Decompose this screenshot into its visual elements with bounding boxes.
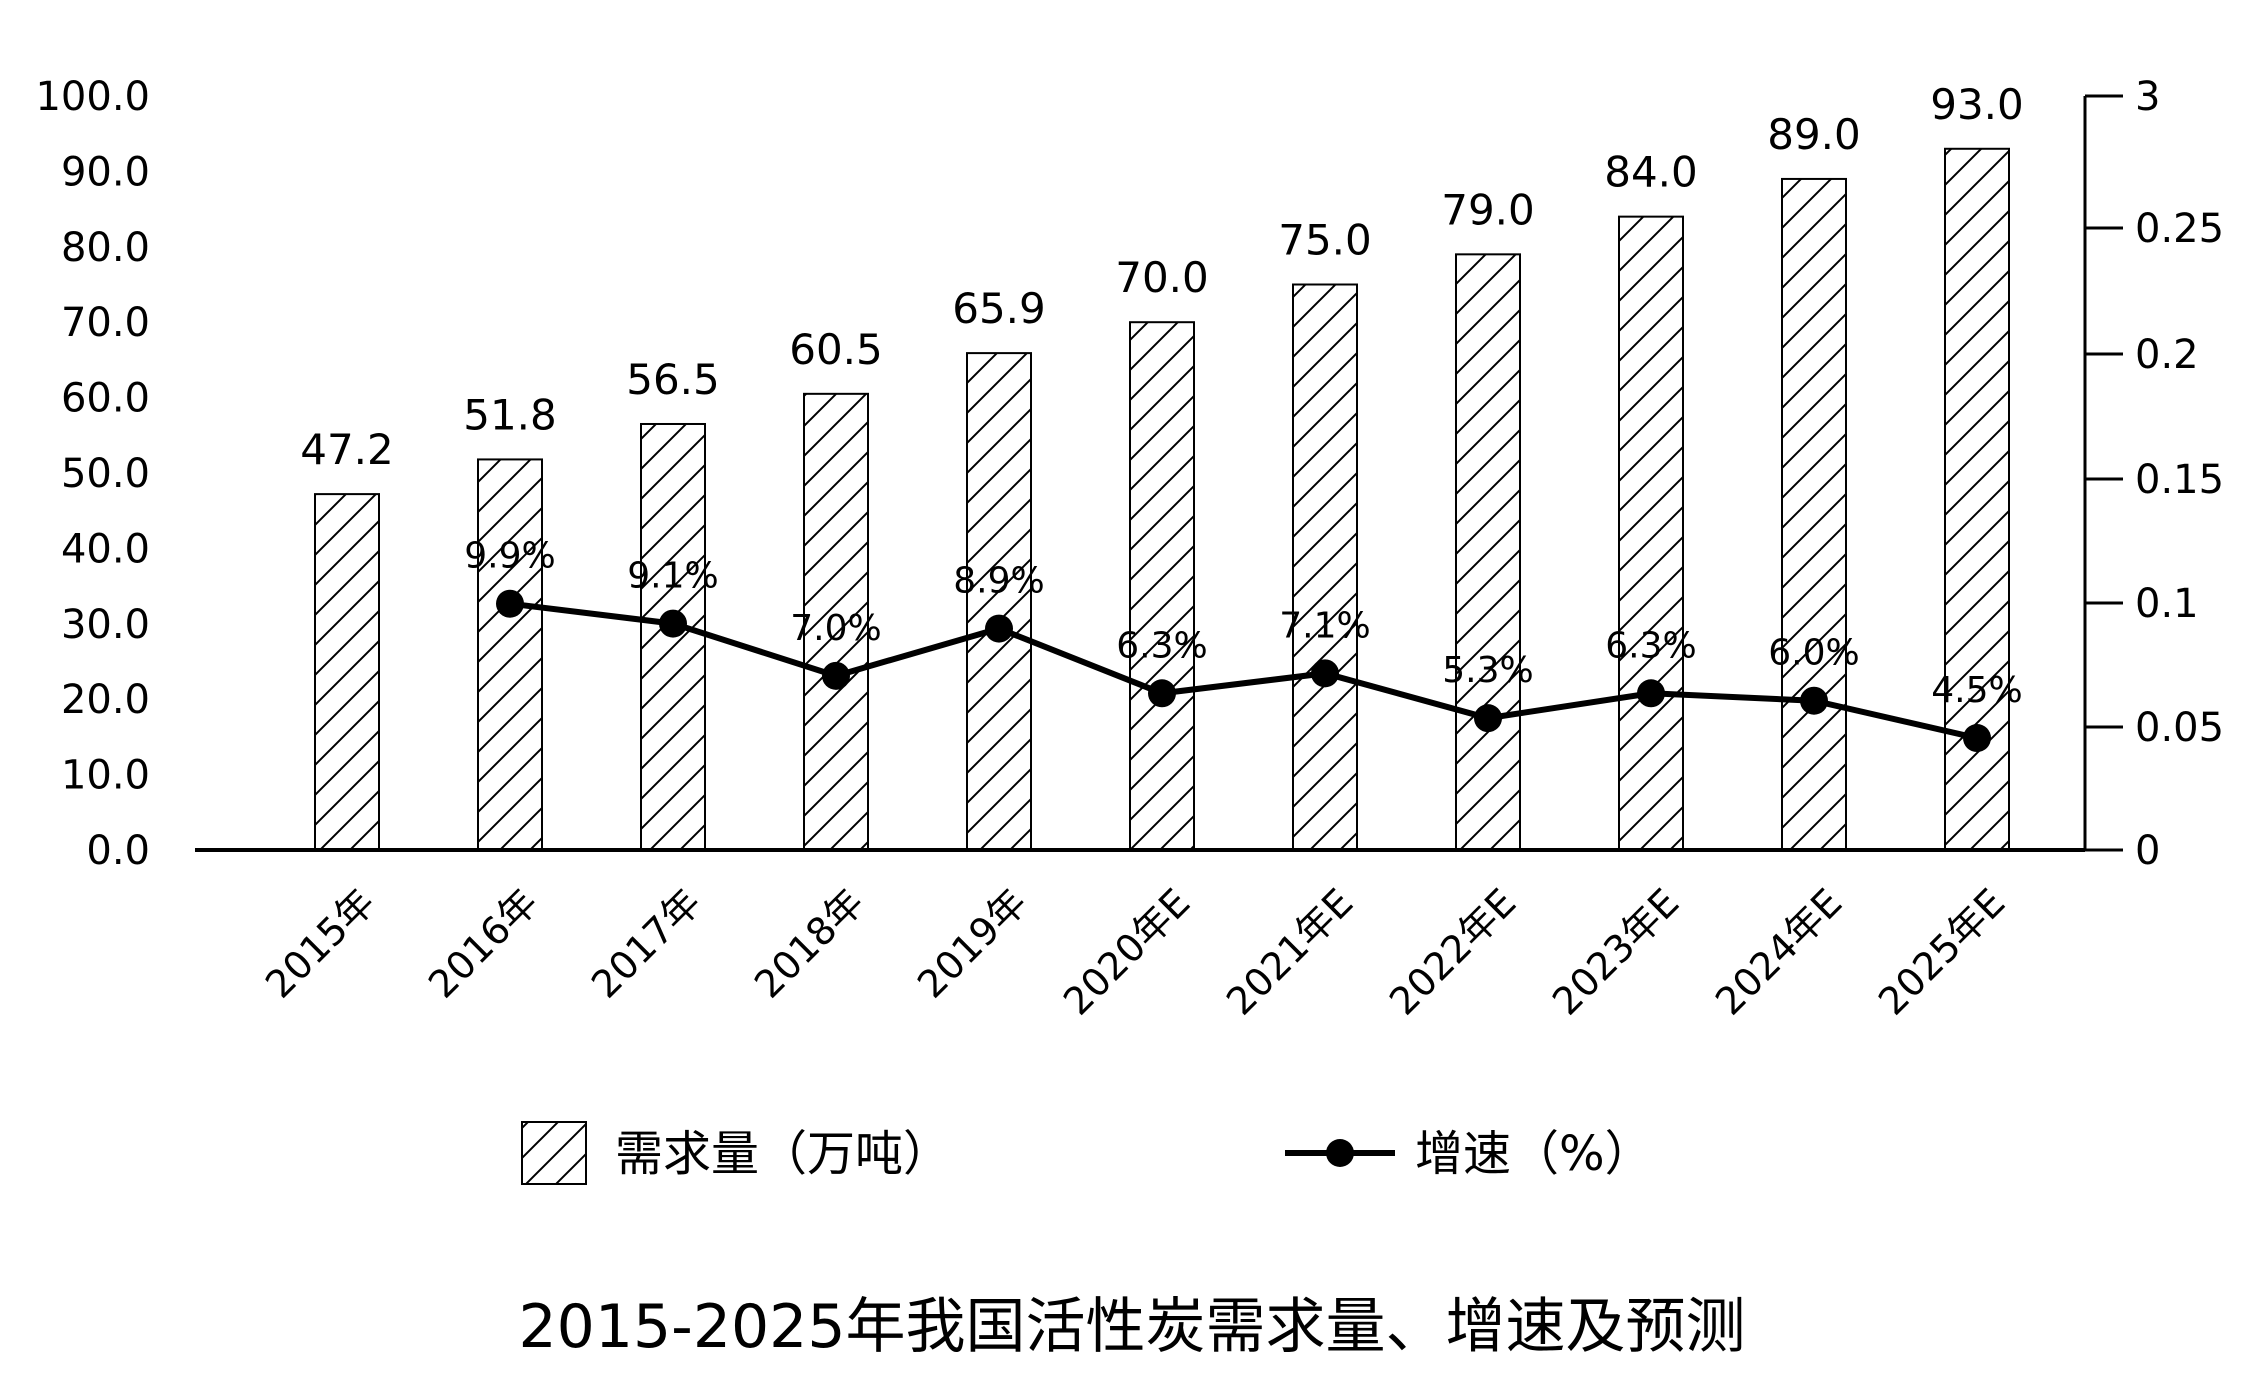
growth-point-2021年E <box>1311 659 1339 688</box>
growth-point-2018年 <box>822 661 850 690</box>
legend-line-marker <box>1326 1139 1354 1167</box>
growth-value-label: 4.5% <box>1931 670 2022 711</box>
growth-point-2017年 <box>659 609 687 638</box>
bar-value-label: 60.5 <box>789 325 883 374</box>
growth-value-label: 6.3% <box>1605 625 1696 666</box>
bar-value-label: 70.0 <box>1115 253 1209 302</box>
right-tick-label: 0.15 <box>2135 457 2224 503</box>
bar-value-label: 75.0 <box>1278 216 1372 265</box>
x-category-label: 2023年E <box>1544 880 1687 1023</box>
left-tick-label: 20.0 <box>61 677 150 723</box>
left-tick-label: 100.0 <box>35 74 150 120</box>
growth-polyline <box>509 600 1978 741</box>
right-tick-label: 0.2 <box>2135 332 2199 378</box>
data-labels: 47.2 51.8 56.5 60.5 65.9 70.0 75.0 79.0 84.0 89.0… <box>300 80 2024 711</box>
right-tick-label: 0.1 <box>2135 581 2199 627</box>
left-tick-label: 60.0 <box>61 376 150 422</box>
growth-value-label: 9.9% <box>464 536 555 577</box>
x-category-label: 2022年E <box>1381 880 1524 1023</box>
growth-point-2024年E <box>1800 686 1828 715</box>
left-tick-label: 10.0 <box>61 753 150 799</box>
bar-2022年E <box>1455 253 1521 851</box>
bar-2024年E <box>1781 177 1847 851</box>
growth-value-label: 7.1% <box>1279 605 1370 646</box>
x-category-label: 2015年 <box>257 880 383 1006</box>
bar-value-label: 79.0 <box>1441 185 1535 234</box>
legend-bar-label: 需求量（万吨） <box>615 1126 951 1182</box>
left-tick-label: 40.0 <box>61 526 150 572</box>
growth-value-label: 5.3% <box>1442 650 1533 691</box>
legend-bar-swatch <box>521 1121 587 1185</box>
growth-value-label: 8.9% <box>953 561 1044 602</box>
growth-point-2022年E <box>1474 704 1502 733</box>
growth-point-2016年 <box>496 589 524 618</box>
chart-title: 2015-2025年我国活性炭需求量、增速及预测 <box>518 1292 1745 1362</box>
growth-point-2023年E <box>1637 679 1665 708</box>
legend-line-label: 增速（%） <box>1415 1126 1653 1182</box>
bar-value-label: 65.9 <box>952 284 1046 333</box>
growth-point-2025年E <box>1963 724 1991 753</box>
right-tick-label: 0.05 <box>2135 705 2224 751</box>
left-tick-label: 80.0 <box>61 225 150 271</box>
growth-value-label: 6.3% <box>1116 625 1207 666</box>
x-category-label: 2021年E <box>1218 880 1361 1023</box>
right-tick-label: 0.25 <box>2135 206 2224 252</box>
bar-value-label: 56.5 <box>626 355 720 404</box>
bars <box>314 147 2010 851</box>
left-tick-label: 50.0 <box>61 451 150 497</box>
legend: 需求量（万吨） 增速（%） <box>521 1121 1653 1185</box>
left-tick-label: 90.0 <box>61 149 150 195</box>
growth-point-2019年 <box>985 614 1013 643</box>
growth-value-label: 9.1% <box>627 556 718 597</box>
right-tick-label: 0 <box>2135 828 2160 874</box>
growth-point-2020年E <box>1148 679 1176 708</box>
bar-2021年E <box>1292 283 1358 851</box>
x-category-label: 2020年E <box>1055 880 1198 1023</box>
growth-line <box>496 589 1991 753</box>
growth-value-label: 6.0% <box>1768 633 1859 674</box>
bar-2018年 <box>803 392 869 851</box>
left-tick-label: 0.0 <box>86 828 150 874</box>
x-category-label: 2016年 <box>420 880 546 1006</box>
bar-2015年 <box>314 493 380 851</box>
x-category-label: 2024年E <box>1707 880 1850 1023</box>
bar-value-label: 84.0 <box>1604 148 1698 197</box>
x-category-label: 2025年E <box>1870 880 2013 1023</box>
bar-value-label: 89.0 <box>1767 110 1861 159</box>
bar-value-label: 51.8 <box>463 390 557 439</box>
right-tick-label: 3 <box>2135 74 2160 120</box>
bar-2023年E <box>1618 215 1684 851</box>
growth-value-label: 7.0% <box>790 608 881 649</box>
left-tick-label: 30.0 <box>61 602 150 648</box>
x-category-label: 2019年 <box>909 880 1035 1006</box>
bar-2016年 <box>477 458 543 851</box>
bar-value-label: 93.0 <box>1930 80 2024 129</box>
bar-value-label: 47.2 <box>300 425 394 474</box>
bar-2020年E <box>1129 321 1195 851</box>
x-category-label: 2018年 <box>746 880 872 1006</box>
x-category-label: 2017年 <box>583 880 709 1006</box>
left-tick-label: 70.0 <box>61 300 150 346</box>
